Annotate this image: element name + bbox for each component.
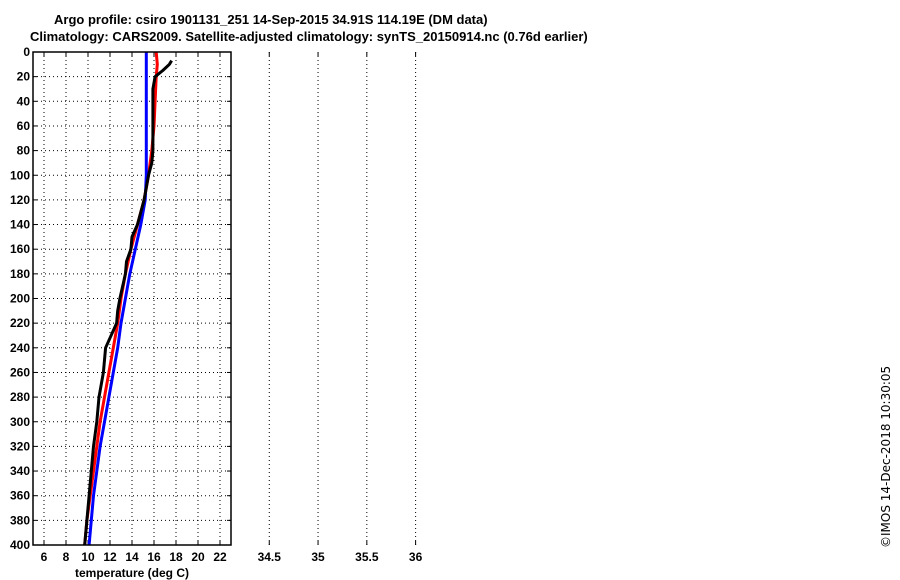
panel-salinity: 34.5 35 35.5 36 bbox=[258, 52, 423, 564]
x-tick-label: 12 bbox=[103, 550, 117, 564]
x-tick-label: 16 bbox=[147, 550, 161, 564]
y-tick-label: 120 bbox=[10, 193, 30, 207]
y-tick-label: 340 bbox=[10, 464, 30, 478]
y-tick-label: 240 bbox=[10, 341, 30, 355]
y-tick-label: 320 bbox=[10, 439, 30, 453]
x-tick-label: 36 bbox=[409, 550, 423, 564]
y-tick-label: 20 bbox=[17, 70, 31, 84]
y-tick-label: 60 bbox=[17, 119, 31, 133]
y-tick-label: 40 bbox=[17, 94, 31, 108]
y-tick-label: 0 bbox=[23, 45, 30, 59]
x-tick-label: 20 bbox=[191, 550, 205, 564]
y-tick-label: 200 bbox=[10, 292, 30, 306]
x-tick-label: 34.5 bbox=[258, 550, 282, 564]
x-tick-label: 18 bbox=[169, 550, 183, 564]
y-tick-label: 220 bbox=[10, 316, 30, 330]
series-argo bbox=[83, 59, 173, 546]
y-tick-label: 100 bbox=[10, 168, 30, 182]
x-tick-label: 35.5 bbox=[355, 550, 379, 564]
x-tick-label: 22 bbox=[213, 550, 227, 564]
y-tick-label: 180 bbox=[10, 267, 30, 281]
y-tick-label: 80 bbox=[17, 144, 31, 158]
figure-title-line1: Argo profile: csiro 1901131_251 14-Sep-2… bbox=[54, 12, 488, 27]
y-tick-label: 300 bbox=[10, 415, 30, 429]
panel-temperature: 6 8 10 12 14 16 18 20 22020406080100120140160180… bbox=[10, 45, 232, 580]
axes-frame bbox=[32, 51, 232, 546]
x-tick-label: 14 bbox=[125, 550, 139, 564]
series-satellite-adj-clim- bbox=[87, 52, 148, 546]
figure-title-line2: Climatology: CARS2009. Satellite-adjuste… bbox=[30, 29, 588, 44]
y-tick-label: 360 bbox=[10, 489, 30, 503]
y-tick-label: 140 bbox=[10, 218, 30, 232]
y-tick-label: 280 bbox=[10, 390, 30, 404]
x-axis-label: temperature (deg C) bbox=[75, 566, 189, 580]
x-tick-label: 8 bbox=[63, 550, 70, 564]
y-tick-label: 380 bbox=[10, 513, 30, 527]
y-tick-label: 160 bbox=[10, 242, 30, 256]
x-tick-label: 35 bbox=[311, 550, 325, 564]
x-tick-label: 10 bbox=[81, 550, 95, 564]
y-tick-label: 260 bbox=[10, 365, 30, 379]
x-tick-label: 6 bbox=[41, 550, 48, 564]
y-tick-label: 400 bbox=[10, 538, 30, 552]
